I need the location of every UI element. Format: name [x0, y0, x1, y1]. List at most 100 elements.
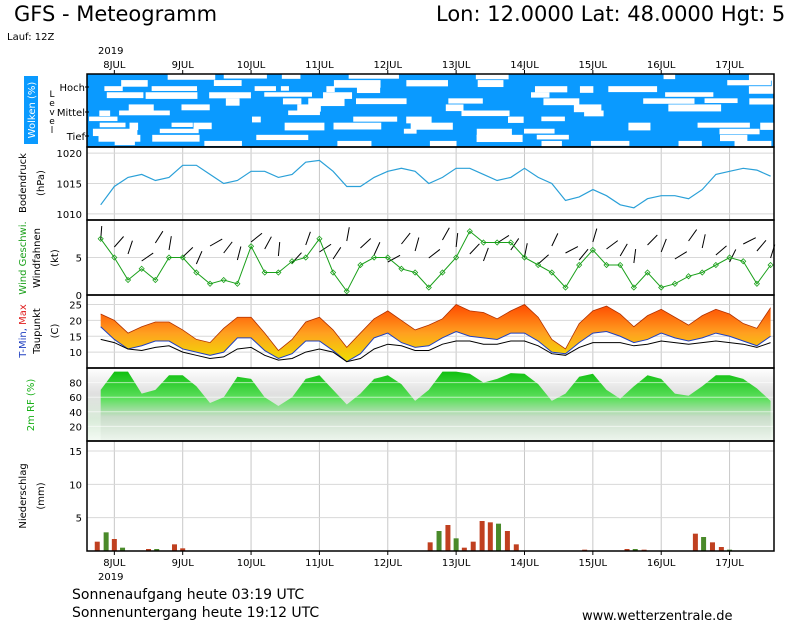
- wind-speed-point: [165, 254, 173, 261]
- date-label-bottom: 13JUL: [442, 558, 471, 569]
- wind-speed-point: [603, 261, 610, 269]
- wind-speed-point: [562, 284, 569, 291]
- cloud-block: [573, 104, 602, 113]
- cloud-block: [284, 122, 325, 131]
- wind-speed-point: [179, 254, 186, 261]
- dewpoint-line: [100, 338, 771, 363]
- wind-barb: [346, 227, 350, 242]
- cloud-block: [254, 86, 276, 91]
- cloud-block: [584, 110, 604, 117]
- cloud-block: [448, 98, 483, 104]
- date-label-bottom: 9JUL: [172, 558, 195, 569]
- wind-barb: [209, 238, 223, 247]
- date-label-bottom: 10JUL: [237, 558, 266, 569]
- wind-speed-point: [671, 280, 678, 287]
- wind-speed-point: [384, 254, 391, 261]
- precip-bar: [632, 549, 638, 551]
- precip-tick-label: 5: [76, 514, 82, 525]
- cloud-block: [356, 86, 381, 94]
- cloud-block: [477, 80, 504, 88]
- cloud-block: [204, 140, 242, 146]
- cloud-block: [590, 140, 630, 146]
- wind-barb: [236, 246, 242, 261]
- cloud-block: [193, 122, 212, 130]
- precip-axis-label: Niederschlag: [18, 463, 29, 528]
- cloud-block: [355, 98, 407, 105]
- wind-speed-point: [699, 269, 706, 276]
- cloud-block: [264, 92, 312, 97]
- date-label-top: 10JUL: [237, 60, 266, 71]
- cloud-block: [152, 134, 200, 142]
- date-label-top: 14JUL: [510, 60, 539, 71]
- sunset-text: Sonnenuntergang heute 19:12 UTC: [72, 605, 320, 621]
- cloud-block: [663, 74, 676, 80]
- pressure-axis-label: Bodendruck: [18, 153, 29, 213]
- cloud-block: [353, 116, 398, 122]
- cloud-block: [727, 80, 771, 86]
- cloud-block: [643, 98, 695, 104]
- wind-speed-point: [494, 239, 501, 246]
- cloud-level-letter: l: [51, 126, 54, 136]
- wind-barb: [277, 242, 281, 257]
- humidity-tick-label: 20: [69, 422, 82, 433]
- wind-speed-point: [548, 269, 555, 276]
- wind-barb: [606, 240, 619, 250]
- wind-barb: [100, 226, 103, 241]
- date-label-bottom: 8JUL: [103, 558, 126, 569]
- wind-barb: [195, 250, 203, 265]
- precip-bar: [111, 539, 117, 551]
- wind-speed-point: [753, 280, 760, 287]
- wind-barb: [264, 236, 272, 250]
- wind-speed-point: [685, 273, 692, 280]
- wind-barb: [688, 229, 698, 242]
- tmax-label: Max: [18, 304, 29, 325]
- wind-speed-point: [412, 269, 419, 276]
- cloud-block: [608, 86, 658, 93]
- pressure-tick-label: 1020: [57, 149, 82, 160]
- cloud-block: [281, 74, 301, 79]
- cloud-block: [719, 128, 760, 135]
- cloud-block: [114, 140, 135, 146]
- cloud-block: [720, 134, 748, 142]
- wind-speed-point: [138, 265, 145, 272]
- cloud-block: [476, 134, 523, 143]
- wind-barb: [154, 230, 164, 244]
- date-label-top: 11JUL: [305, 60, 334, 71]
- wind-barb: [524, 243, 528, 258]
- wind-barb: [387, 254, 401, 263]
- humidity-tick-label: 60: [69, 393, 82, 404]
- wind-barb: [223, 241, 233, 254]
- cloud-level-letter: e: [49, 117, 55, 127]
- cloud-level-low: Tief: [66, 132, 86, 143]
- cloud-block: [541, 140, 562, 148]
- cloud-block: [536, 134, 569, 140]
- chart-title: GFS - Meteogramm: [14, 2, 218, 26]
- cloud-block: [524, 128, 555, 134]
- wind-barb: [250, 232, 263, 243]
- wind-barb: [715, 245, 727, 256]
- wind-tick-label: 0: [76, 291, 82, 302]
- cloud-block: [678, 140, 702, 148]
- precip-bar: [479, 521, 485, 551]
- wind-sub-label: Windfahnen: [32, 228, 43, 288]
- cloud-block: [530, 92, 550, 98]
- wind-speed-point: [357, 261, 364, 269]
- cloud-block: [209, 92, 251, 99]
- wind-barb: [756, 240, 767, 252]
- cloud-axis-label: Wolken (%): [27, 82, 38, 139]
- cloud-level-mid: Mittel: [57, 108, 85, 119]
- precip-bar: [94, 541, 100, 551]
- wind-barb: [565, 246, 579, 254]
- cloud-block: [475, 74, 509, 80]
- wind-barb: [141, 252, 154, 262]
- wind-speed-point: [507, 239, 514, 246]
- wind-speed-point: [234, 280, 241, 287]
- wind-speed-point: [302, 254, 309, 261]
- precip-bar: [470, 541, 476, 551]
- pressure-line: [100, 159, 771, 209]
- wind-barb: [428, 249, 441, 259]
- cloud-block: [534, 86, 568, 93]
- cloud-block: [337, 140, 372, 147]
- wind-barb: [455, 233, 459, 248]
